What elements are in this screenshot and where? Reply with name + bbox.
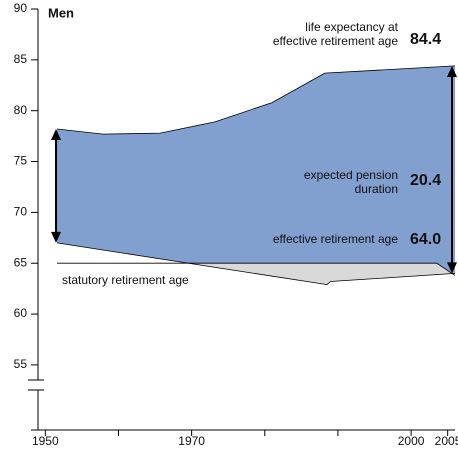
y-tick-label: 55 bbox=[14, 357, 28, 371]
value-label: 84.4 bbox=[410, 31, 441, 48]
annotation-value: 20.4 bbox=[410, 172, 441, 189]
y-tick-label: 90 bbox=[14, 1, 28, 15]
x-tick-label: 1950 bbox=[32, 434, 59, 448]
value-label: 64.0 bbox=[410, 231, 441, 248]
series-label: statutory retirement age bbox=[62, 273, 189, 287]
arrow-head bbox=[447, 65, 457, 77]
series-label: effective retirement age bbox=[273, 34, 399, 48]
y-tick-label: 60 bbox=[14, 306, 28, 320]
y-tick-label: 65 bbox=[14, 255, 28, 269]
annotation-label: expected pension bbox=[304, 168, 398, 182]
x-tick-label: 2005 bbox=[435, 434, 458, 448]
y-tick-label: 75 bbox=[14, 154, 28, 168]
y-tick-label: 70 bbox=[14, 205, 28, 219]
series-label: life expectancy at bbox=[305, 20, 398, 34]
chart-title: Men bbox=[48, 5, 74, 20]
arrow-head bbox=[447, 262, 457, 274]
arrow-head bbox=[51, 231, 62, 243]
statutory-line bbox=[57, 262, 456, 276]
y-tick-label: 85 bbox=[14, 52, 28, 66]
x-tick-label: 2000 bbox=[398, 434, 425, 448]
life-expectancy-area bbox=[57, 65, 455, 285]
effective-line bbox=[56, 242, 456, 286]
arrow-head bbox=[51, 128, 62, 140]
annotation-label: duration bbox=[355, 182, 398, 196]
life-expectancy-line bbox=[56, 65, 456, 135]
y-tick-label: 80 bbox=[14, 103, 28, 117]
x-tick-label: 1970 bbox=[178, 434, 205, 448]
series-label: effective retirement age bbox=[273, 232, 399, 246]
